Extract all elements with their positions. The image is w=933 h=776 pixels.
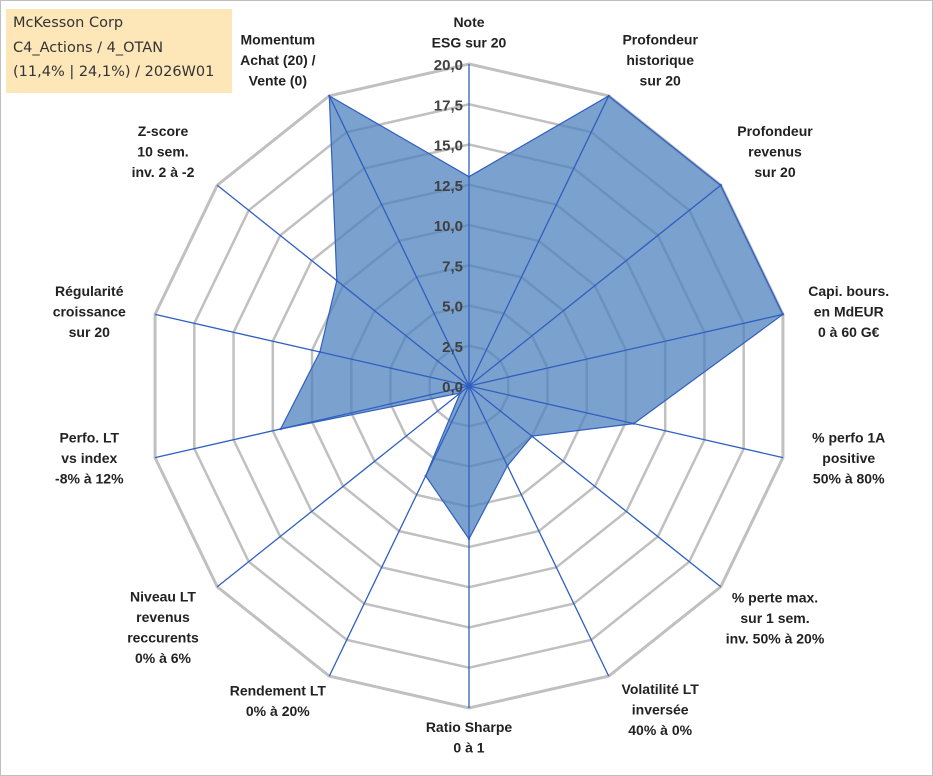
axis-label: Note ESG sur 20	[432, 14, 507, 51]
axis-spoke	[154, 313, 470, 387]
axis-spoke	[468, 385, 722, 588]
tick-label: 5,0	[442, 299, 463, 316]
radar-axis-labels: Note ESG sur 20 Profondeur historique sur 20…	[53, 14, 889, 756]
axis-label: Capi. bours. en MdEUR 0 à 60 G€	[808, 283, 889, 340]
radar-series	[279, 94, 785, 541]
tick-label: 12,5	[434, 178, 463, 195]
axis-label: Ratio Sharpe 0 à 1	[426, 719, 513, 756]
axis-label: Momentum Achat (20) / Vente (0)	[240, 31, 316, 88]
info-box: McKesson Corp C4_Actions / 4_OTAN (11,4%…	[6, 9, 232, 93]
axis-label: Z-score 10 sem. inv. 2 à -2	[132, 123, 195, 180]
axis-spoke	[468, 95, 610, 387]
axis-spoke	[468, 184, 722, 387]
tick-label: 2,5	[442, 339, 463, 356]
period-label: (11,4% | 24,1%) / 2026W01	[13, 64, 215, 80]
axis-label: % perte max. sur 1 sem. inv. 50% à 20%	[726, 590, 825, 647]
axis-spoke	[216, 385, 470, 588]
axis-label: Rendement LT 0% à 20%	[230, 682, 327, 719]
tick-label: 15,0	[434, 138, 463, 155]
axis-label: Régularité croissance sur 20	[53, 283, 126, 340]
series-area	[279, 94, 784, 541]
radar-spokes	[154, 64, 784, 708]
axis-spoke	[468, 313, 784, 387]
axis-label: % perfo 1A positive 50% à 80%	[812, 430, 885, 487]
axis-label: Profondeur revenus sur 20	[737, 123, 813, 180]
tick-label: 10,0	[434, 218, 463, 235]
tick-label: 17,5	[434, 97, 463, 114]
axis-label: Volatilité LT inversée 40% à 0%	[622, 681, 700, 738]
axis-spoke	[328, 385, 470, 677]
axis-spoke	[468, 385, 610, 677]
axis-spoke	[328, 95, 470, 387]
tick-label: 20,0	[434, 57, 463, 74]
company-name: McKesson Corp	[13, 15, 124, 31]
radar-tick-labels: 0,0 2,5 5,0 7,5 10,0 12,5 15,0 17,5 20,0	[434, 57, 463, 396]
axis-spoke	[216, 184, 470, 387]
axis-label: Perfo. LT vs index -8% à 12%	[55, 430, 124, 487]
tick-label: 0,0	[442, 379, 463, 396]
axis-spoke	[154, 385, 470, 459]
axis-spoke	[468, 385, 784, 459]
portfolio-label: C4_Actions / 4_OTAN	[13, 40, 164, 56]
tick-label: 7,5	[442, 258, 463, 275]
axis-label: Niveau LT revenus reccurents 0% à 6%	[127, 589, 199, 667]
axis-label: Profondeur historique sur 20	[622, 31, 698, 88]
